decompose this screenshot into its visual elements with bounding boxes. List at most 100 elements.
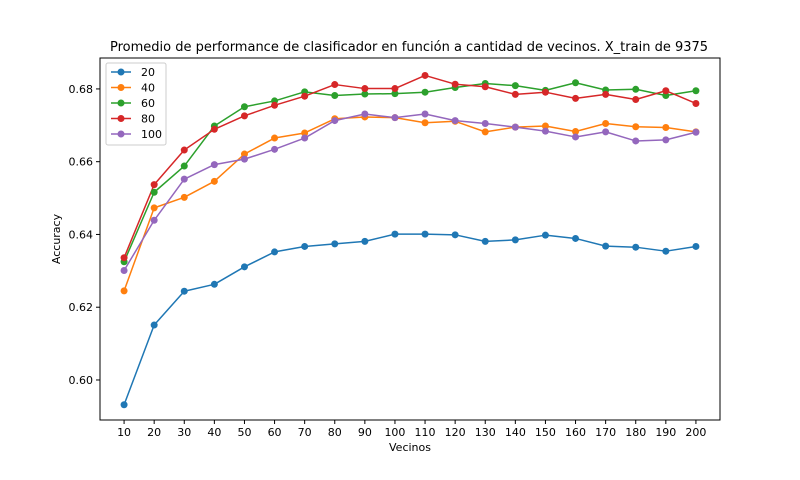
data-point-60 — [180, 162, 188, 170]
data-point-60 — [361, 90, 369, 98]
x-tick-label: 130 — [475, 426, 496, 439]
data-point-40 — [120, 287, 128, 295]
data-point-40 — [271, 134, 279, 142]
data-point-100 — [481, 119, 489, 127]
legend-label-40: 40 — [141, 82, 155, 95]
legend-marker-40 — [117, 84, 125, 91]
x-tick-label: 190 — [655, 426, 676, 439]
y-tick-label: 0.64 — [69, 228, 94, 241]
x-axis-label: Vecinos — [389, 441, 431, 454]
data-point-20 — [451, 231, 459, 239]
legend-marker-100 — [117, 130, 125, 138]
data-point-40 — [150, 204, 158, 212]
data-point-80 — [331, 81, 339, 89]
x-tick-label: 180 — [625, 426, 646, 439]
data-point-100 — [391, 114, 399, 122]
data-point-80 — [120, 254, 128, 262]
data-point-20 — [271, 248, 279, 256]
series-line-100 — [123, 113, 697, 271]
plot-lines — [123, 74, 697, 405]
x-tick-label: 30 — [177, 426, 191, 439]
legend-label-100: 100 — [141, 128, 162, 141]
x-tick-label: 70 — [298, 426, 312, 439]
data-point-100 — [662, 136, 670, 144]
data-point-40 — [572, 127, 580, 135]
series-line-20 — [123, 233, 697, 405]
data-point-100 — [120, 266, 128, 274]
data-point-80 — [541, 88, 549, 96]
data-point-40 — [301, 129, 309, 137]
data-point-20 — [602, 242, 610, 250]
x-tick-label: 200 — [685, 426, 706, 439]
data-point-80 — [451, 80, 459, 88]
y-tick-label: 0.60 — [69, 374, 94, 387]
data-point-80 — [240, 112, 248, 120]
data-point-100 — [692, 128, 700, 136]
x-tick-label: 150 — [535, 426, 556, 439]
data-point-40 — [481, 128, 489, 136]
x-tick-label: 60 — [268, 426, 282, 439]
data-point-100 — [180, 175, 188, 183]
data-point-80 — [210, 125, 218, 133]
data-point-20 — [692, 242, 700, 250]
x-tick-label: 160 — [565, 426, 586, 439]
data-point-20 — [361, 237, 369, 245]
legend-marker-20 — [117, 68, 125, 76]
legend-label-60: 60 — [141, 97, 155, 110]
data-point-20 — [632, 243, 640, 251]
data-point-60 — [511, 82, 519, 90]
data-point-80 — [391, 85, 399, 93]
y-axis-label: Accuracy — [50, 213, 63, 264]
legend-marker-60 — [117, 99, 125, 107]
data-point-60 — [331, 91, 339, 99]
data-point-80 — [361, 85, 369, 93]
data-point-100 — [301, 134, 309, 142]
data-point-60 — [391, 90, 399, 98]
data-point-80 — [481, 83, 489, 91]
x-tick-label: 40 — [207, 426, 221, 439]
data-point-80 — [511, 90, 519, 98]
data-point-100 — [451, 117, 459, 125]
data-point-40 — [240, 150, 248, 158]
data-point-20 — [210, 280, 218, 288]
data-point-80 — [572, 94, 580, 102]
legend-label-80: 80 — [141, 113, 155, 126]
data-point-80 — [180, 146, 188, 154]
data-point-60 — [632, 85, 640, 93]
x-tick-label: 20 — [147, 426, 161, 439]
data-point-20 — [180, 287, 188, 295]
data-point-20 — [541, 231, 549, 239]
data-point-60 — [572, 79, 580, 87]
data-point-80 — [301, 92, 309, 100]
data-point-80 — [421, 71, 429, 79]
data-point-20 — [662, 247, 670, 255]
data-point-100 — [240, 155, 248, 163]
data-point-100 — [602, 128, 610, 136]
data-point-80 — [662, 87, 670, 95]
series-line-80 — [123, 74, 697, 259]
data-point-100 — [271, 145, 279, 153]
data-point-100 — [210, 161, 218, 169]
legend-label-20: 20 — [141, 66, 155, 79]
x-tick-label: 50 — [237, 426, 251, 439]
data-point-60 — [150, 188, 158, 196]
series-line-40 — [123, 116, 697, 292]
x-tick-label: 110 — [415, 426, 436, 439]
x-tick-label: 10 — [117, 426, 131, 439]
data-point-20 — [240, 263, 248, 271]
data-point-100 — [331, 117, 339, 125]
data-point-40 — [180, 193, 188, 201]
data-point-20 — [150, 321, 158, 329]
legend-box — [105, 62, 167, 146]
data-point-60 — [692, 87, 700, 95]
data-point-40 — [602, 119, 610, 127]
data-point-20 — [120, 401, 128, 409]
y-axis: 0.60 0.62 0.64 0.66 0.68 — [69, 83, 100, 387]
data-point-40 — [541, 122, 549, 130]
data-point-100 — [421, 110, 429, 118]
data-point-20 — [572, 234, 580, 242]
data-point-40 — [210, 177, 218, 185]
y-tick-label: 0.68 — [69, 83, 94, 96]
data-point-80 — [271, 101, 279, 109]
